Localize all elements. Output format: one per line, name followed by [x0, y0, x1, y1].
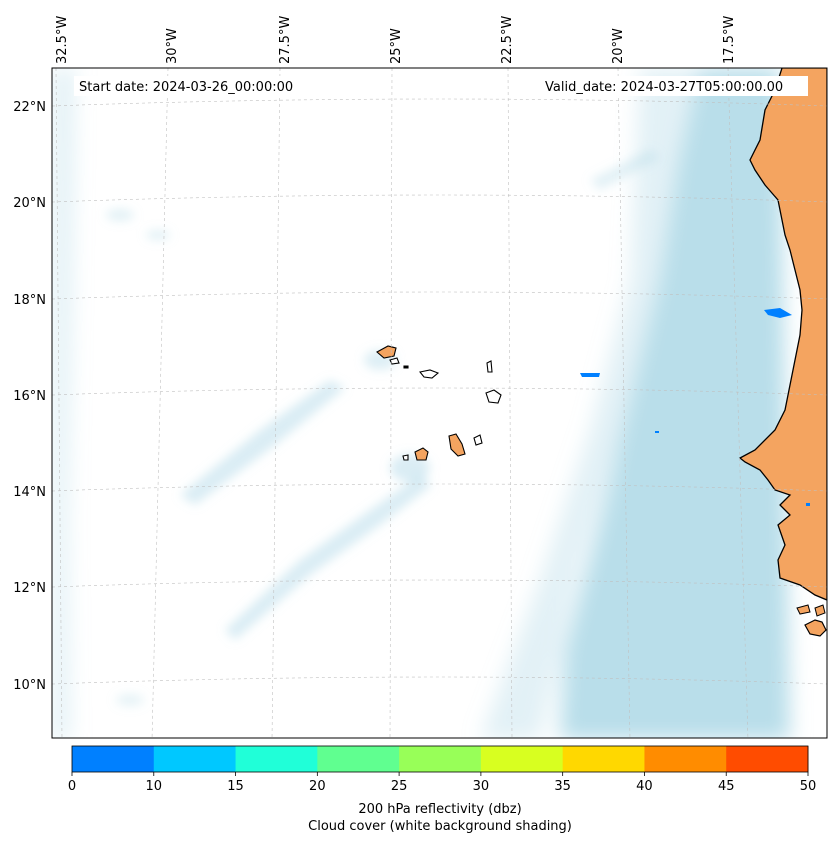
africa-land	[738, 68, 827, 637]
cloud-patch-small-2	[146, 230, 170, 240]
colorbar-tick-label: 0	[68, 779, 76, 794]
lon-label-22-5w: 22.5°W	[500, 16, 515, 64]
africa-coast	[738, 68, 827, 601]
lat-label-12n: 12°N	[13, 581, 46, 596]
colorbar-segment	[644, 746, 727, 772]
santo-antao-island	[376, 345, 397, 359]
cloud-cover-shading	[52, 68, 790, 738]
colorbar-tick-label: 45	[718, 779, 735, 794]
lat-label-20n: 20°N	[13, 196, 46, 211]
colorbar-tick-label: 15	[227, 779, 244, 794]
colorbar-segments	[72, 746, 809, 772]
lon-label-20w: 20°W	[611, 28, 626, 64]
reflectivity-patches	[580, 308, 810, 506]
cloud-patch-small-3	[116, 694, 144, 706]
reflectivity-patch-1	[764, 308, 792, 318]
colorbar-ticks: 0 10 15 20 25 30 35 40 45 50	[68, 772, 816, 794]
sal-island	[486, 360, 493, 373]
parallel-gridline	[52, 194, 827, 203]
meridian-gridline	[389, 68, 393, 738]
colorbar-border	[71, 745, 809, 773]
meridian-gridline	[55, 68, 63, 738]
reflectivity-patch-4	[806, 503, 810, 506]
reflectivity-patch-2	[580, 373, 600, 377]
lat-label-10n: 10°N	[13, 678, 46, 693]
lon-label-30w: 30°W	[165, 28, 180, 64]
colorbar-label-reflectivity: 200 hPa reflectivity (dbz)	[358, 802, 521, 817]
colorbar-tick-label: 10	[146, 779, 163, 794]
map-border	[51, 67, 828, 739]
colorbar-segment	[399, 746, 482, 772]
colorbar-segment	[480, 746, 564, 772]
lat-label-22n: 22°N	[13, 100, 46, 115]
africa-coast-south-islands	[804, 619, 827, 637]
bijagos-island-1	[796, 604, 811, 615]
valid-date-box	[540, 76, 808, 96]
cloud-streak-1	[180, 380, 345, 505]
cloud-streak-3	[590, 150, 660, 190]
boa-vista-island	[485, 389, 502, 404]
colorbar-segment	[235, 746, 318, 772]
cloud-streak-2	[225, 475, 432, 640]
colorbar: 0 10 15 20 25 30 35 40 45 50 200 hPa reflectivity…	[68, 745, 816, 834]
colorbar-tick-label: 40	[636, 779, 653, 794]
cloud-band-west-edge	[52, 68, 75, 738]
lat-label-16n: 16°N	[13, 389, 46, 404]
gridlines	[52, 68, 827, 738]
colorbar-label-cloud-cover: Cloud cover (white background shading)	[308, 819, 572, 834]
parallel-gridline	[52, 579, 827, 588]
lon-label-27-5w: 27.5°W	[278, 16, 293, 64]
lon-label-25w: 25°W	[389, 28, 404, 64]
colorbar-segment	[153, 746, 237, 772]
fogo-island	[414, 447, 429, 461]
colorbar-segment	[562, 746, 645, 772]
parallel-gridline	[52, 483, 827, 492]
brava-island	[402, 454, 409, 461]
start-date-box	[74, 76, 314, 96]
latitude-labels: 22°N 20°N 18°N 16°N 14°N 12°N 10°N	[13, 100, 46, 693]
valid-date-text: Valid_date: 2024-03-27T05:00:00.00	[545, 80, 783, 95]
cloud-patch-islands	[390, 454, 430, 482]
colorbar-tick-label: 20	[309, 779, 326, 794]
parallel-gridline	[52, 98, 827, 107]
cloud-band-east	[560, 68, 790, 738]
santiago-island	[448, 433, 466, 457]
reflectivity-patch-3	[655, 431, 659, 433]
parallel-gridline	[52, 291, 827, 300]
meridian-gridline	[151, 68, 169, 738]
meridian-gridline	[727, 68, 749, 738]
lat-label-18n: 18°N	[13, 293, 46, 308]
colorbar-tick-label: 30	[473, 779, 490, 794]
cloud-streaks	[106, 150, 660, 706]
colorbar-segment	[72, 746, 155, 772]
bijagos-island-2	[814, 604, 826, 617]
colorbar-tick-label: 35	[554, 779, 571, 794]
maio-island	[473, 434, 483, 446]
meridian-gridline	[271, 68, 281, 738]
cloud-band-east-outer	[480, 68, 700, 738]
parallel-gridline	[52, 676, 827, 685]
cape-verde-islands	[376, 345, 502, 461]
parallel-gridline	[52, 387, 827, 396]
meridian-gridline	[617, 68, 631, 738]
colorbar-tick-label: 50	[800, 779, 817, 794]
lon-label-17-5w: 17.5°W	[722, 16, 737, 64]
map-panel: Start date: 2024-03-26_00:00:00 Valid_da…	[51, 67, 828, 739]
lon-label-32-5w: 32.5°W	[55, 16, 70, 64]
lat-label-14n: 14°N	[13, 485, 46, 500]
start-date-text: Start date: 2024-03-26_00:00:00	[79, 80, 293, 95]
meridian-gridline	[507, 68, 513, 738]
colorbar-segment	[726, 746, 809, 772]
sao-nicolau-island	[419, 369, 440, 379]
cloud-patch-small-1	[106, 209, 134, 221]
colorbar-segment	[317, 746, 400, 772]
santa-luzia-island	[403, 365, 409, 369]
colorbar-tick-label: 25	[391, 779, 408, 794]
longitude-labels: 32.5°W 30°W 27.5°W 25°W 22.5°W 20°W 17.5…	[55, 16, 737, 64]
